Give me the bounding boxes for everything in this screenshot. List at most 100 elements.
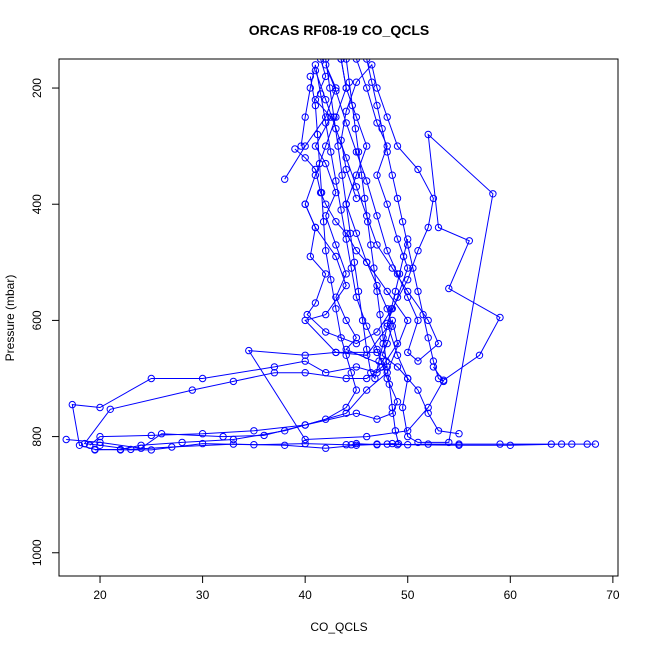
data-point bbox=[370, 264, 378, 272]
data-point bbox=[301, 369, 309, 377]
data-point bbox=[424, 316, 432, 325]
data-point bbox=[455, 430, 463, 438]
data-point bbox=[352, 441, 361, 449]
data-point bbox=[383, 142, 391, 150]
data-point bbox=[404, 316, 412, 325]
data-point bbox=[168, 443, 176, 451]
data-point bbox=[301, 357, 309, 365]
data-point bbox=[352, 113, 361, 121]
data-point bbox=[306, 84, 314, 92]
series-5 bbox=[281, 61, 443, 365]
data-point bbox=[424, 409, 432, 417]
data-point bbox=[326, 84, 334, 92]
data-point bbox=[127, 445, 135, 454]
data-point bbox=[404, 241, 412, 249]
data-point bbox=[147, 431, 156, 440]
data-point bbox=[383, 247, 391, 255]
data-point bbox=[391, 427, 400, 435]
data-point bbox=[379, 334, 387, 342]
axes-layer: 20 30 40 50 60 70 200 400 600 800 1000 bbox=[30, 78, 620, 602]
data-point bbox=[414, 438, 422, 447]
data-point bbox=[373, 212, 381, 220]
data-point bbox=[322, 119, 330, 127]
data-point bbox=[229, 377, 238, 386]
data-point bbox=[388, 403, 396, 412]
data-point bbox=[373, 328, 381, 336]
data-point bbox=[557, 440, 566, 448]
data-point bbox=[583, 440, 591, 448]
series-4 bbox=[245, 59, 504, 447]
data-point bbox=[332, 113, 340, 121]
data-point bbox=[489, 190, 497, 198]
data-point bbox=[455, 441, 463, 449]
data-point bbox=[322, 415, 330, 423]
data-point bbox=[364, 218, 372, 226]
data-point bbox=[398, 218, 407, 226]
data-point bbox=[591, 440, 600, 448]
data-point bbox=[342, 441, 350, 449]
data-point bbox=[332, 348, 340, 357]
data-point bbox=[342, 409, 350, 417]
data-point bbox=[363, 386, 371, 394]
series-line bbox=[366, 59, 445, 382]
data-point bbox=[75, 441, 84, 449]
data-point bbox=[385, 380, 393, 388]
data-point bbox=[388, 322, 396, 330]
data-point bbox=[260, 431, 268, 440]
data-point bbox=[352, 194, 361, 203]
x-tick-label: 60 bbox=[504, 588, 518, 602]
series-6 bbox=[301, 61, 438, 348]
data-point bbox=[316, 59, 325, 63]
data-point bbox=[337, 59, 345, 63]
data-point bbox=[346, 229, 354, 238]
data-point bbox=[337, 334, 345, 342]
data-point bbox=[297, 142, 305, 150]
data-point bbox=[399, 252, 408, 261]
data-point bbox=[373, 101, 381, 110]
data-point bbox=[337, 206, 345, 214]
data-point bbox=[311, 171, 320, 179]
x-tick-label: 70 bbox=[606, 588, 620, 602]
data-point bbox=[327, 148, 335, 156]
data-point bbox=[270, 363, 279, 371]
data-point bbox=[404, 235, 412, 243]
data-point bbox=[322, 59, 330, 63]
data-point bbox=[322, 328, 330, 336]
data-point bbox=[404, 374, 412, 383]
series-line bbox=[247, 59, 501, 443]
data-point bbox=[347, 369, 355, 377]
data-point bbox=[414, 316, 422, 325]
data-point bbox=[342, 403, 350, 412]
data-point bbox=[301, 113, 309, 121]
data-point bbox=[429, 363, 438, 371]
data-point bbox=[322, 72, 330, 81]
data-point bbox=[363, 59, 371, 63]
data-point bbox=[354, 148, 363, 156]
data-point bbox=[439, 377, 448, 386]
data-point bbox=[188, 386, 197, 394]
data-point bbox=[434, 339, 443, 348]
data-point bbox=[393, 351, 402, 359]
data-point bbox=[387, 305, 395, 313]
data-point bbox=[352, 171, 361, 179]
data-point bbox=[281, 441, 289, 449]
data-point bbox=[393, 339, 402, 348]
data-point bbox=[350, 258, 359, 266]
series-line bbox=[71, 59, 596, 451]
data-point bbox=[363, 258, 371, 266]
data-point bbox=[373, 345, 381, 354]
data-point bbox=[378, 125, 386, 133]
data-point bbox=[419, 310, 427, 319]
data-point bbox=[363, 345, 371, 354]
data-point bbox=[270, 369, 279, 377]
data-point bbox=[429, 357, 438, 365]
data-point bbox=[434, 427, 443, 435]
data-point bbox=[348, 101, 356, 110]
data-point bbox=[393, 142, 402, 150]
data-point bbox=[342, 84, 350, 92]
data-point bbox=[409, 264, 417, 272]
data-point bbox=[434, 223, 443, 232]
data-point bbox=[475, 351, 484, 359]
data-point bbox=[352, 339, 361, 348]
